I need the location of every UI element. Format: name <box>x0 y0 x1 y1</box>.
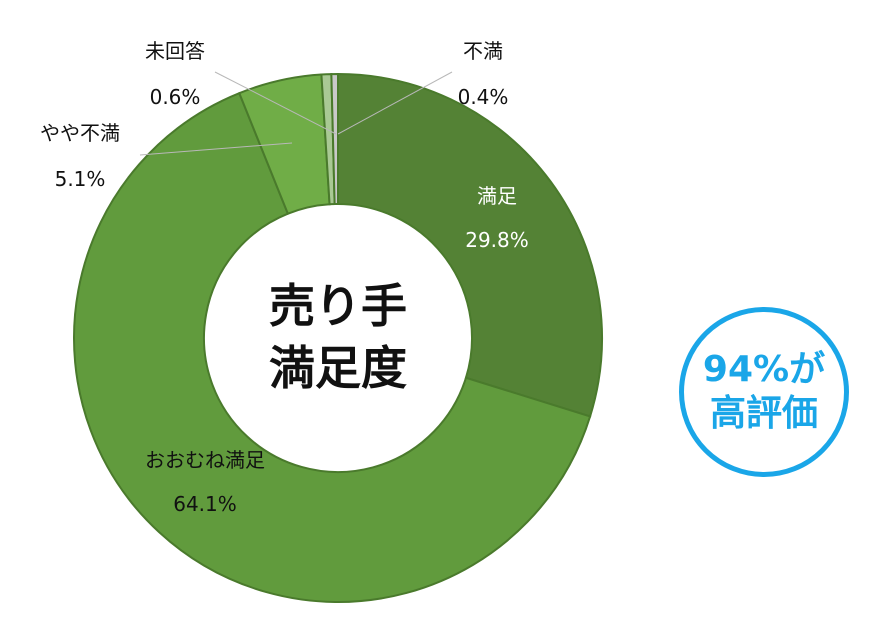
slice-label-0: 満足 <box>477 184 517 208</box>
slice-value-2: 5.1% <box>55 167 106 191</box>
leader-line-2 <box>139 142 293 156</box>
slice-label-3: 未回答 <box>145 39 205 63</box>
slice-0 <box>337 72 603 418</box>
slice-label-2: やや不満 <box>40 121 120 145</box>
badge-line-2: 高評価 <box>709 393 818 434</box>
slice-value-1: 64.1% <box>173 492 237 516</box>
slice-1 <box>73 91 592 603</box>
center-title-line-0: 売り手 <box>269 279 407 333</box>
slice-label-4: 不満 <box>463 39 503 63</box>
slice-4 <box>330 72 339 206</box>
leader-line-4 <box>337 71 453 135</box>
leader-line-3 <box>214 71 337 135</box>
badge-line-1: 94%が <box>702 349 826 390</box>
center-title-line-1: 満足度 <box>269 341 407 395</box>
slice-value-4: 0.4% <box>458 85 509 109</box>
slice-value-0: 29.8% <box>465 228 529 252</box>
slice-value-3: 0.6% <box>150 85 201 109</box>
evaluation-badge: 94%が 高評価 <box>679 307 849 477</box>
slice-label-1: おおむね満足 <box>145 448 265 472</box>
